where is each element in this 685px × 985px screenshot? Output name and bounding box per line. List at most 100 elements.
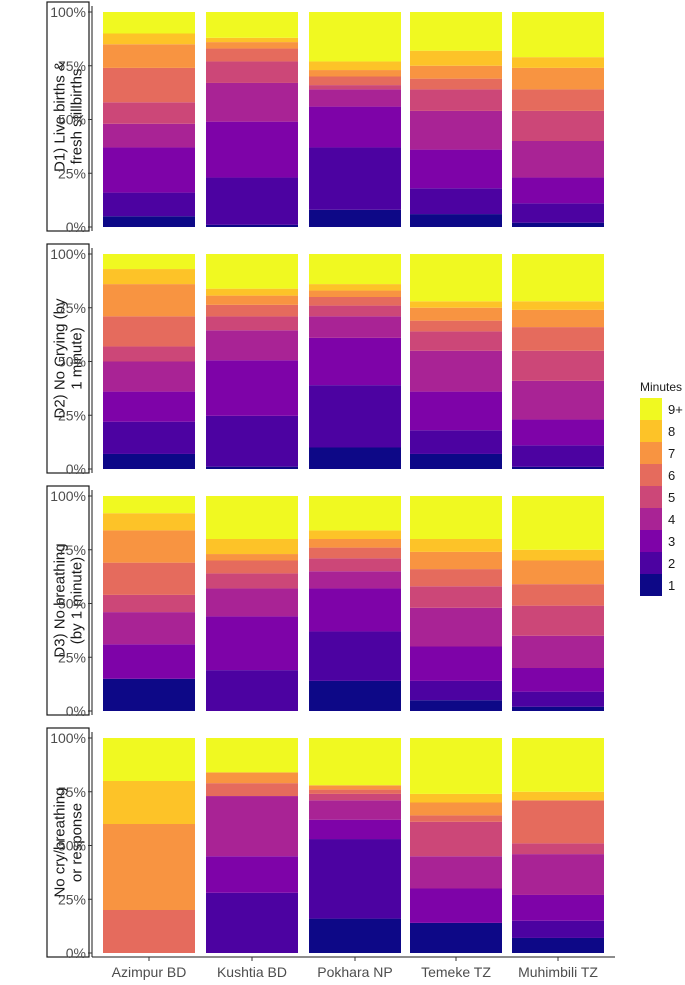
x-axis: Azimpur BD Kushtia BD Pokhara NP Temeke TZ M…: [92, 956, 615, 980]
y-tick-label: 50%: [58, 838, 86, 854]
bar-segment-3: [512, 894, 604, 921]
bar-segment-2: [103, 192, 195, 217]
bar-temeke-tz: [410, 738, 502, 953]
panel-strip-label-line: fresh stillbirths: [69, 69, 86, 165]
bar-segment-3: [512, 668, 604, 692]
bar-segment-4: [512, 141, 604, 178]
bar-segment-6: [410, 569, 502, 587]
bar-segment-9plus: [512, 496, 604, 550]
bar-muhimbili-tz: [512, 254, 604, 469]
bar-segment-6: [309, 297, 401, 306]
panel-1: D1) Live births &fresh stillbirths 0% 25% 5…: [46, 1, 604, 235]
bar-segment-4: [512, 854, 604, 895]
bar-segment-4: [206, 588, 298, 617]
legend-title: Minutes: [640, 380, 682, 394]
panel-strip-label-line: 1 minute): [69, 327, 86, 390]
bar-kushtia-bd: [206, 12, 298, 227]
bar-segment-4: [512, 635, 604, 668]
bar-segment-1: [512, 466, 604, 469]
bar-kushtia-bd: [206, 496, 298, 711]
bar-segment-3: [309, 588, 401, 632]
bar-segment-8: [512, 549, 604, 561]
legend-swatch-8: [640, 420, 662, 442]
y-tick-label: 100%: [50, 730, 86, 746]
bar-segment-5: [309, 558, 401, 572]
bar-segment-7: [103, 284, 195, 317]
y-tick-label: 0%: [66, 219, 86, 235]
bar-segment-8: [309, 284, 401, 291]
x-tick-label-kushtia-bd: Kushtia BD: [217, 964, 287, 980]
bar-pokhara-np: [309, 738, 401, 953]
bar-azimpur-bd: [103, 738, 195, 953]
y-tick-label: 100%: [50, 488, 86, 504]
bar-segment-9plus: [206, 12, 298, 38]
y-tick-label: 0%: [66, 461, 86, 477]
bar-segment-9plus: [103, 254, 195, 270]
bar-segment-1: [309, 680, 401, 711]
bar-pokhara-np: [309, 496, 401, 711]
bar-segment-6: [309, 789, 401, 794]
bar-segment-2: [410, 680, 502, 701]
bar-segment-6: [410, 815, 502, 822]
bar-segment-2: [512, 920, 604, 938]
bar-segment-1: [103, 453, 195, 469]
legend-swatch-5: [640, 486, 662, 508]
bar-segment-4: [410, 110, 502, 150]
bar-pokhara-np: [309, 12, 401, 227]
legend-swatch-7: [640, 442, 662, 464]
bar-segment-1: [512, 937, 604, 953]
bar-segment-5: [512, 110, 604, 141]
legend-label: 2: [668, 556, 675, 571]
legend-label: 9+: [668, 402, 683, 417]
bar-segment-9plus: [206, 254, 298, 289]
bar-segment-6: [103, 910, 195, 953]
bar-segment-8: [512, 301, 604, 310]
legend-swatch-2: [640, 552, 662, 574]
bar-segment-5: [410, 586, 502, 608]
bar-azimpur-bd: [103, 12, 195, 227]
bar-segment-7: [512, 309, 604, 328]
legend-label: 1: [668, 578, 675, 593]
bar-segment-1: [309, 209, 401, 227]
bar-segment-4: [309, 89, 401, 107]
bar-segment-3: [410, 149, 502, 189]
panel-strip-label: D2) No Crying (by1 minute): [52, 298, 86, 419]
panel-strip: [46, 485, 90, 716]
bar-segment-9plus: [103, 496, 195, 514]
bar-segment-7: [206, 554, 298, 561]
bar-segment-3: [410, 646, 502, 681]
bar-segment-8: [206, 288, 298, 296]
bar-temeke-tz: [410, 254, 502, 469]
bar-segment-2: [512, 445, 604, 467]
bar-segment-5: [410, 89, 502, 111]
bar-segment-6: [512, 800, 604, 844]
bar-segment-3: [103, 644, 195, 679]
y-tick-label: 75%: [58, 58, 86, 74]
bar-segment-1: [206, 466, 298, 469]
bar-segment-6: [410, 78, 502, 90]
panels-layer: D1) Live births &fresh stillbirths 0% 25% 5…: [46, 1, 604, 961]
bar-segment-2: [410, 430, 502, 454]
y-tick-label: 25%: [58, 649, 86, 665]
panel-strip-label-line: D1) Live births &: [52, 61, 69, 172]
bar-segment-6: [103, 67, 195, 103]
legend-label: 4: [668, 512, 675, 527]
legend-swatch-9plus: [640, 398, 662, 420]
bar-segment-8: [410, 539, 502, 552]
bar-segment-5: [206, 61, 298, 83]
bar-azimpur-bd: [103, 496, 195, 711]
bar-segment-9plus: [410, 496, 502, 539]
bar-segment-4: [206, 82, 298, 122]
bar-segment-3: [103, 147, 195, 193]
bar-segment-3: [410, 888, 502, 923]
bar-segment-8: [103, 269, 195, 285]
bar-segment-9plus: [410, 12, 502, 51]
y-tick-label: 75%: [58, 300, 86, 316]
bar-muhimbili-tz: [512, 738, 604, 953]
bar-segment-5: [309, 305, 401, 317]
bar-segment-6: [512, 327, 604, 351]
y-tick-label: 0%: [66, 703, 86, 719]
bar-segment-1: [206, 224, 298, 227]
legend-label: 3: [668, 534, 675, 549]
bar-pokhara-np: [309, 254, 401, 469]
